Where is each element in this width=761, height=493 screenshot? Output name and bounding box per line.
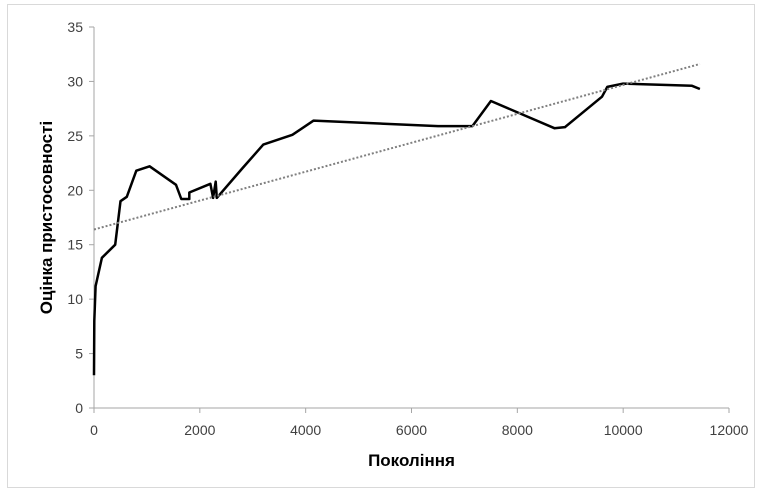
y-tick-label: 20 (67, 182, 83, 198)
x-tick-label: 10000 (604, 422, 643, 438)
y-tick-label: 25 (67, 128, 83, 144)
x-tick-label: 0 (90, 422, 98, 438)
y-tick-label: 35 (67, 19, 83, 35)
y-tick-label: 30 (67, 73, 83, 89)
x-axis-title: Покоління (368, 451, 455, 470)
trendline (93, 63, 701, 231)
x-tick-label: 4000 (290, 422, 321, 438)
x-tick-label: 12000 (710, 422, 749, 438)
y-tick-label: 15 (67, 237, 83, 253)
y-tick-label: 10 (67, 291, 83, 307)
plot-area: 0 5 10 15 20 25 30 35 0 2000 4000 6000 8000 10000 1200… (67, 19, 748, 438)
x-tick-label: 8000 (502, 422, 533, 438)
data-series-line (92, 82, 701, 376)
chart-frame (7, 4, 755, 488)
x-tick-label: 6000 (396, 422, 427, 438)
y-tick-label: 5 (75, 346, 83, 362)
y-tick-label: 0 (75, 400, 83, 416)
x-tick-label: 2000 (184, 422, 215, 438)
y-axis-title: Оцінка пристосовності (37, 121, 56, 314)
